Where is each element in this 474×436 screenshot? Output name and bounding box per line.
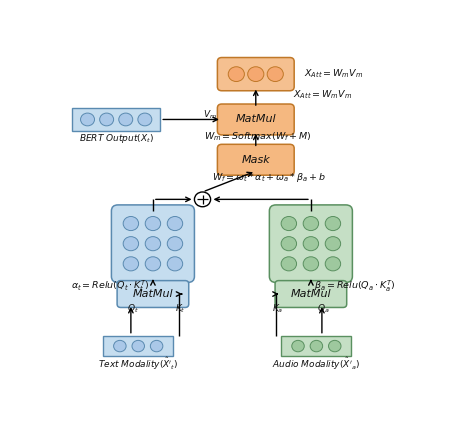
Bar [103, 336, 173, 357]
Bar [282, 336, 351, 357]
Text: $V_m$: $V_m$ [203, 108, 217, 121]
Text: $\alpha_t = Relu(Q_t \cdot K_t^T)$: $\alpha_t = Relu(Q_t \cdot K_t^T)$ [71, 279, 150, 294]
Circle shape [281, 237, 297, 251]
Text: MatMul: MatMul [133, 289, 173, 299]
Circle shape [150, 341, 163, 352]
Circle shape [248, 67, 264, 82]
Circle shape [81, 113, 94, 126]
Text: $X_{Att} = W_m V_m$: $X_{Att} = W_m V_m$ [303, 68, 363, 80]
Circle shape [325, 237, 341, 251]
Circle shape [145, 257, 161, 271]
Text: $\beta_a = Relu(Q_a \cdot K_a^T)$: $\beta_a = Relu(Q_a \cdot K_a^T)$ [314, 279, 396, 294]
Text: Mask: Mask [241, 155, 270, 165]
Text: MatMul: MatMul [236, 115, 276, 124]
Text: $K_t$: $K_t$ [175, 303, 186, 315]
FancyBboxPatch shape [117, 281, 189, 307]
FancyBboxPatch shape [218, 58, 294, 91]
Circle shape [194, 192, 210, 207]
Text: Text Modality$(\hat{X}'_t)$: Text Modality$(\hat{X}'_t)$ [98, 355, 178, 372]
Text: BERT Output$(X_t)$: BERT Output$(X_t)$ [79, 132, 154, 145]
Circle shape [325, 257, 341, 271]
Circle shape [123, 217, 138, 231]
Text: $X_{Att} = W_m V_m$: $X_{Att} = W_m V_m$ [292, 89, 352, 102]
Circle shape [328, 341, 341, 352]
Text: $K_a$: $K_a$ [272, 303, 283, 315]
FancyBboxPatch shape [218, 104, 294, 135]
FancyBboxPatch shape [269, 205, 352, 283]
Text: $W_f = \omega_t * \alpha_t + \omega_a * \beta_a + b$: $W_f = \omega_t * \alpha_t + \omega_a * … [211, 171, 326, 184]
Circle shape [114, 341, 126, 352]
Circle shape [123, 257, 138, 271]
Text: $Q_t$: $Q_t$ [127, 303, 138, 315]
Circle shape [228, 67, 245, 82]
Text: $W_m = Softmax(W_f + M)$: $W_m = Softmax(W_f + M)$ [204, 131, 311, 143]
Circle shape [310, 341, 323, 352]
Text: MatMul: MatMul [291, 289, 331, 299]
Text: $Q_a$: $Q_a$ [318, 303, 330, 315]
Circle shape [123, 237, 138, 251]
Text: Audio Modality$(\hat{X}'_a)$: Audio Modality$(\hat{X}'_a)$ [273, 355, 360, 372]
Circle shape [325, 217, 341, 231]
Circle shape [119, 113, 133, 126]
FancyBboxPatch shape [111, 205, 194, 283]
Circle shape [100, 113, 114, 126]
FancyBboxPatch shape [218, 144, 294, 175]
Bar [72, 108, 160, 131]
Circle shape [138, 113, 152, 126]
Circle shape [167, 237, 182, 251]
Circle shape [292, 341, 304, 352]
Circle shape [303, 217, 319, 231]
Circle shape [167, 217, 182, 231]
Circle shape [167, 257, 182, 271]
Circle shape [281, 217, 297, 231]
Circle shape [132, 341, 145, 352]
Circle shape [281, 257, 297, 271]
Circle shape [303, 257, 319, 271]
FancyBboxPatch shape [275, 281, 346, 307]
Circle shape [303, 237, 319, 251]
Circle shape [145, 217, 161, 231]
Circle shape [267, 67, 283, 82]
Circle shape [145, 237, 161, 251]
